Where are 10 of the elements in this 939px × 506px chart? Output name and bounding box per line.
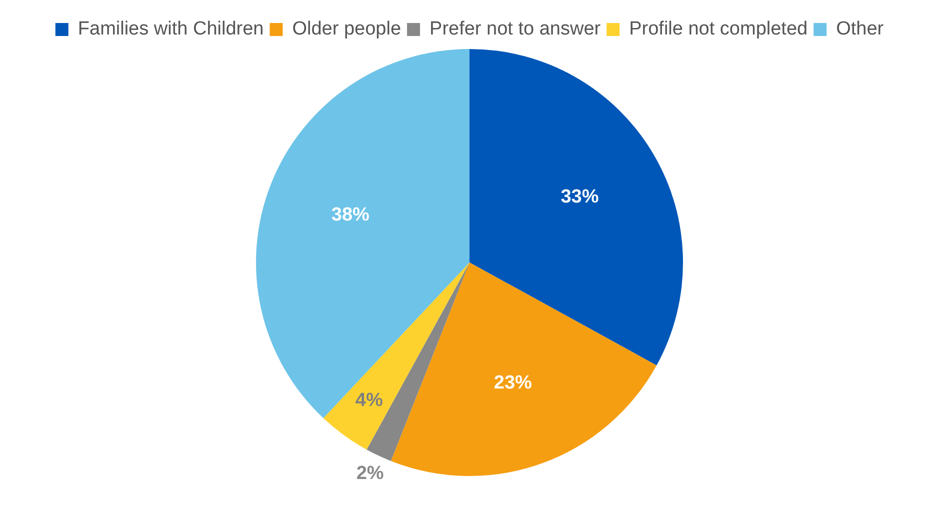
data-label: 2%	[356, 463, 384, 484]
legend-label: Prefer not to answer	[430, 18, 602, 40]
data-label: 38%	[331, 204, 370, 226]
data-label: 33%	[560, 186, 599, 208]
data-label: 23%	[494, 372, 532, 394]
legend-label: Older people	[292, 18, 402, 40]
legend-label: Families with Children	[78, 18, 264, 40]
legend-label: Other	[836, 18, 884, 40]
legend-label: Profile not completed	[629, 18, 808, 40]
data-label: 4%	[355, 390, 383, 411]
